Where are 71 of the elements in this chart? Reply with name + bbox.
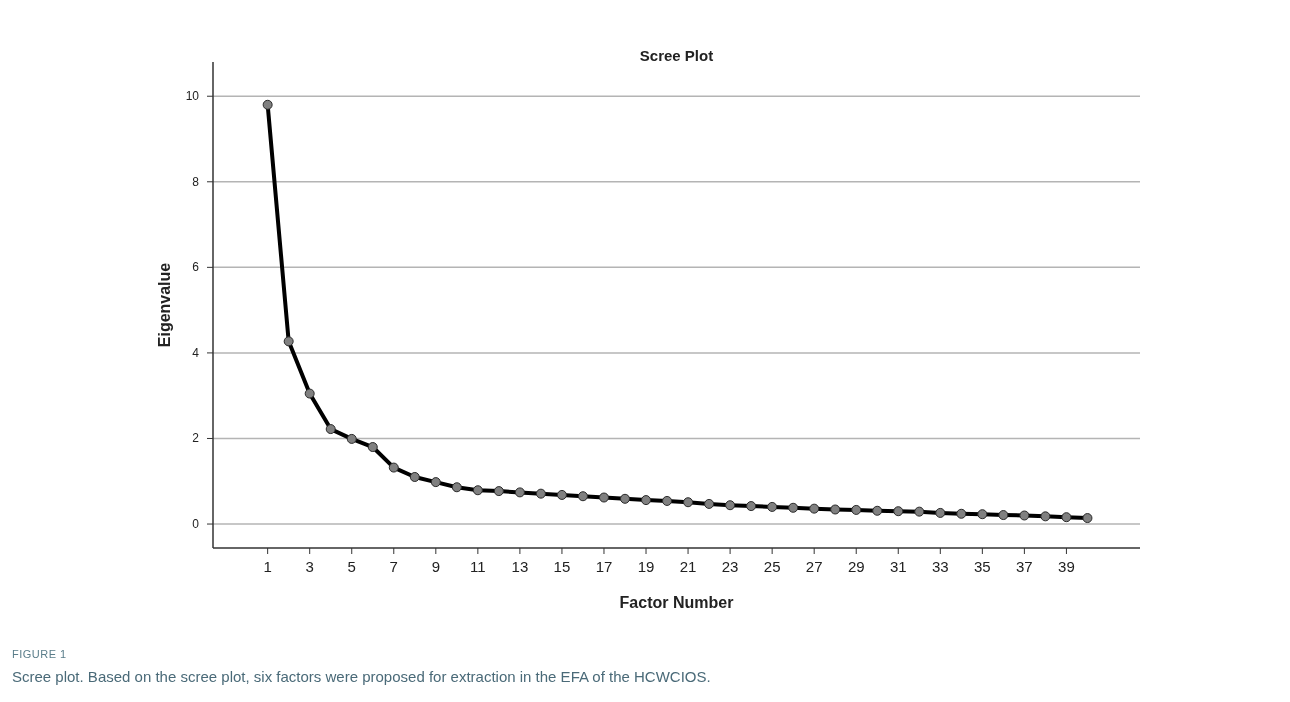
x-tick-label: 3 bbox=[305, 558, 314, 575]
point bbox=[746, 501, 757, 512]
text: Scree plot. Based on the scree plot, six factors were proposed for extraction in the EFA of the HCWCIOS. bbox=[12, 668, 711, 685]
point bbox=[788, 502, 799, 513]
x-tick-label: 31 bbox=[889, 558, 907, 575]
point bbox=[935, 507, 946, 518]
point bbox=[577, 491, 588, 502]
x-tick-label: 13 bbox=[511, 558, 529, 575]
point bbox=[704, 498, 715, 509]
point bbox=[830, 504, 841, 515]
x-tick-label: 23 bbox=[721, 558, 739, 575]
x-tick-label: 27 bbox=[805, 558, 823, 575]
x-tick-label: 33 bbox=[931, 558, 949, 575]
y-tick-label: 10 bbox=[185, 89, 200, 104]
point bbox=[767, 501, 778, 512]
point bbox=[304, 388, 315, 399]
point bbox=[956, 508, 967, 519]
x-tick-label: 5 bbox=[347, 558, 356, 575]
x-tick-label: 9 bbox=[431, 558, 440, 575]
point bbox=[325, 424, 336, 435]
point bbox=[725, 500, 736, 511]
y-tick-label: 6 bbox=[192, 260, 200, 275]
point bbox=[430, 477, 441, 488]
caption: FIGURE 1 bbox=[12, 648, 67, 660]
point bbox=[367, 442, 378, 453]
point bbox=[1082, 513, 1093, 524]
x-tick-label: 29 bbox=[847, 558, 865, 575]
x-tick-label: 17 bbox=[595, 558, 613, 575]
point bbox=[388, 462, 399, 473]
point bbox=[998, 510, 1009, 521]
y-axis-title: Eigenvalue bbox=[156, 262, 173, 348]
point bbox=[1019, 510, 1030, 521]
x-tick-label: 21 bbox=[679, 558, 697, 575]
y-tick-label: 8 bbox=[192, 174, 200, 189]
point bbox=[409, 471, 420, 482]
point bbox=[914, 506, 925, 517]
point bbox=[851, 504, 862, 515]
chart-title: Scree Plot bbox=[639, 47, 714, 64]
y-tick-label: 2 bbox=[192, 431, 200, 446]
point bbox=[283, 336, 294, 347]
point bbox=[683, 497, 694, 508]
y-tick-label: 0 bbox=[192, 517, 200, 532]
x-tick-label: 37 bbox=[1016, 558, 1033, 575]
x-tick-label: 35 bbox=[974, 558, 991, 575]
point bbox=[598, 492, 609, 503]
x-tick-label: 11 bbox=[470, 558, 486, 575]
point bbox=[556, 489, 567, 500]
x-axis-title: Factor Number bbox=[619, 594, 734, 611]
x-tick-label: 39 bbox=[1058, 558, 1075, 575]
point bbox=[1061, 512, 1072, 523]
point bbox=[472, 485, 483, 496]
point bbox=[451, 482, 462, 493]
point bbox=[535, 488, 546, 499]
point bbox=[872, 505, 883, 516]
point bbox=[1040, 511, 1051, 522]
x-tick-label: 19 bbox=[637, 558, 655, 575]
point bbox=[493, 486, 504, 497]
x-tick-label: 15 bbox=[553, 558, 571, 575]
point bbox=[262, 99, 273, 110]
point bbox=[977, 509, 988, 520]
point bbox=[620, 493, 630, 504]
point bbox=[662, 495, 673, 506]
point bbox=[346, 433, 357, 444]
x-tick-label: 1 bbox=[263, 558, 272, 575]
x-tick-label: 7 bbox=[389, 558, 398, 575]
point bbox=[809, 503, 820, 514]
x-tick-label: 25 bbox=[763, 558, 781, 575]
point bbox=[641, 495, 652, 506]
point bbox=[514, 487, 525, 498]
y-tick-label: 4 bbox=[192, 345, 200, 360]
point bbox=[893, 506, 904, 517]
